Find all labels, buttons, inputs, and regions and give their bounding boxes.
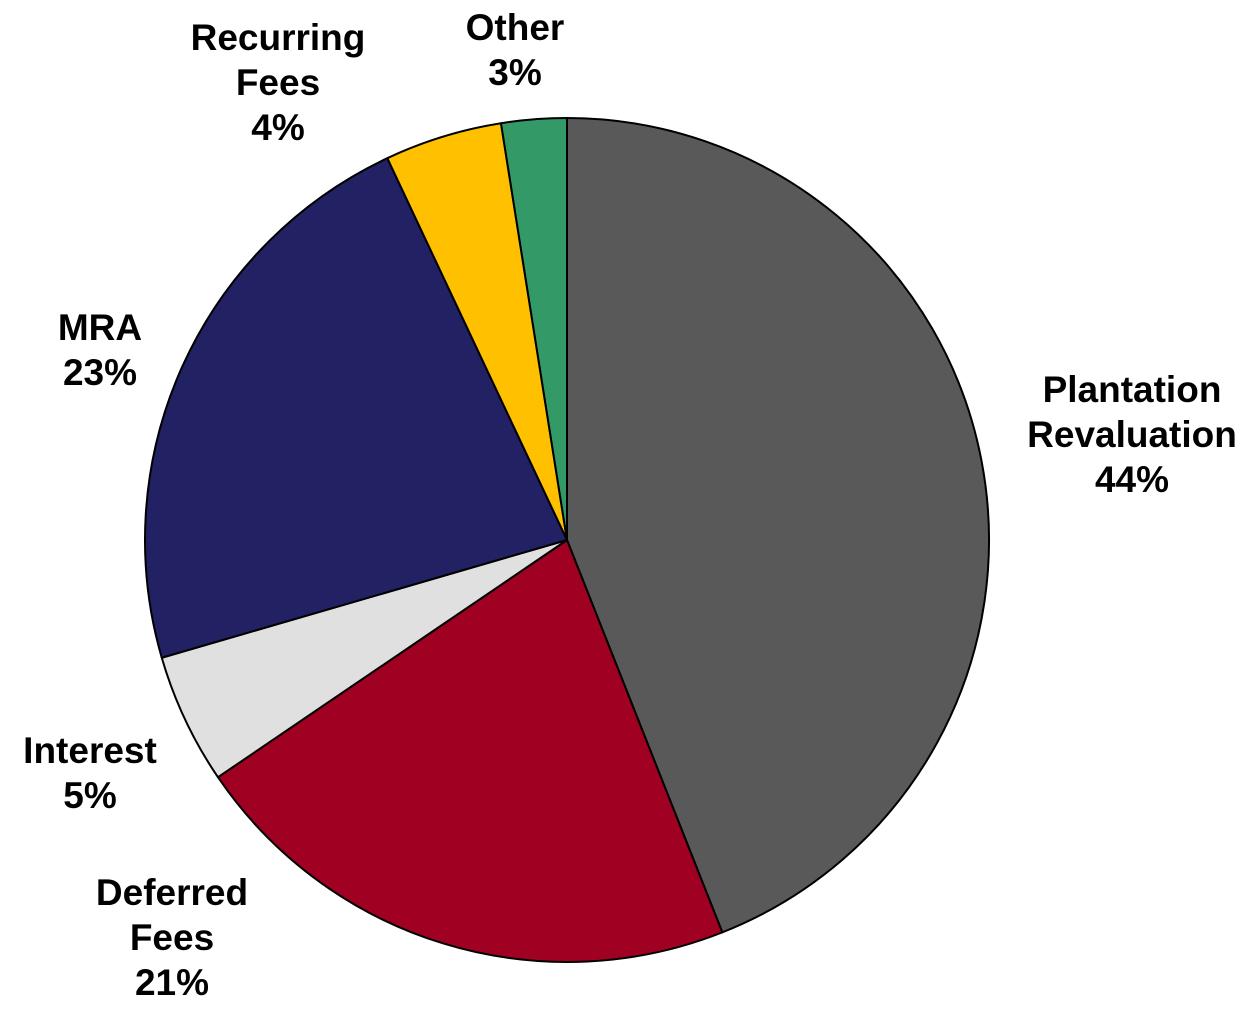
pie-slices [144,117,990,963]
slice-label-name: Fees [130,917,214,958]
slice-label-interest: Interest 5% [23,730,157,816]
slice-label-percent: 3% [488,52,541,93]
slice-label-recurring-fees: Recurring Fees 4% [191,17,366,148]
slice-label-other: Other 3% [466,7,565,93]
slice-label-plantation-revaluation: Plantation Revaluation 44% [1027,369,1237,500]
slice-label-name: Plantation [1043,369,1222,410]
slice-label-deferred-fees: Deferred Fees 21% [96,872,248,1003]
slice-label-name: Fees [236,62,320,103]
pie-slice-mra [144,157,568,659]
slice-label-percent: 4% [251,107,304,148]
slice-label-name: Recurring [191,17,366,58]
slice-label-name: MRA [58,307,142,348]
slice-label-percent: 44% [1095,459,1169,500]
slice-label-name: Interest [23,730,157,771]
slice-label-percent: 5% [63,775,116,816]
slice-label-name: Deferred [96,872,248,913]
pie-slice-deferred-fees [216,539,724,963]
slice-label-mra: MRA 23% [58,307,142,393]
pie-slice-other [499,117,568,541]
slice-label-percent: 23% [63,352,137,393]
slice-label-percent: 21% [135,962,209,1003]
pie-slice-plantation-revaluation [566,117,990,934]
slice-label-name: Revaluation [1027,414,1237,455]
slice-labels: Plantation Revaluation 44%Deferred Fees 21%I… [23,7,1237,1003]
slice-label-name: Other [466,7,565,48]
